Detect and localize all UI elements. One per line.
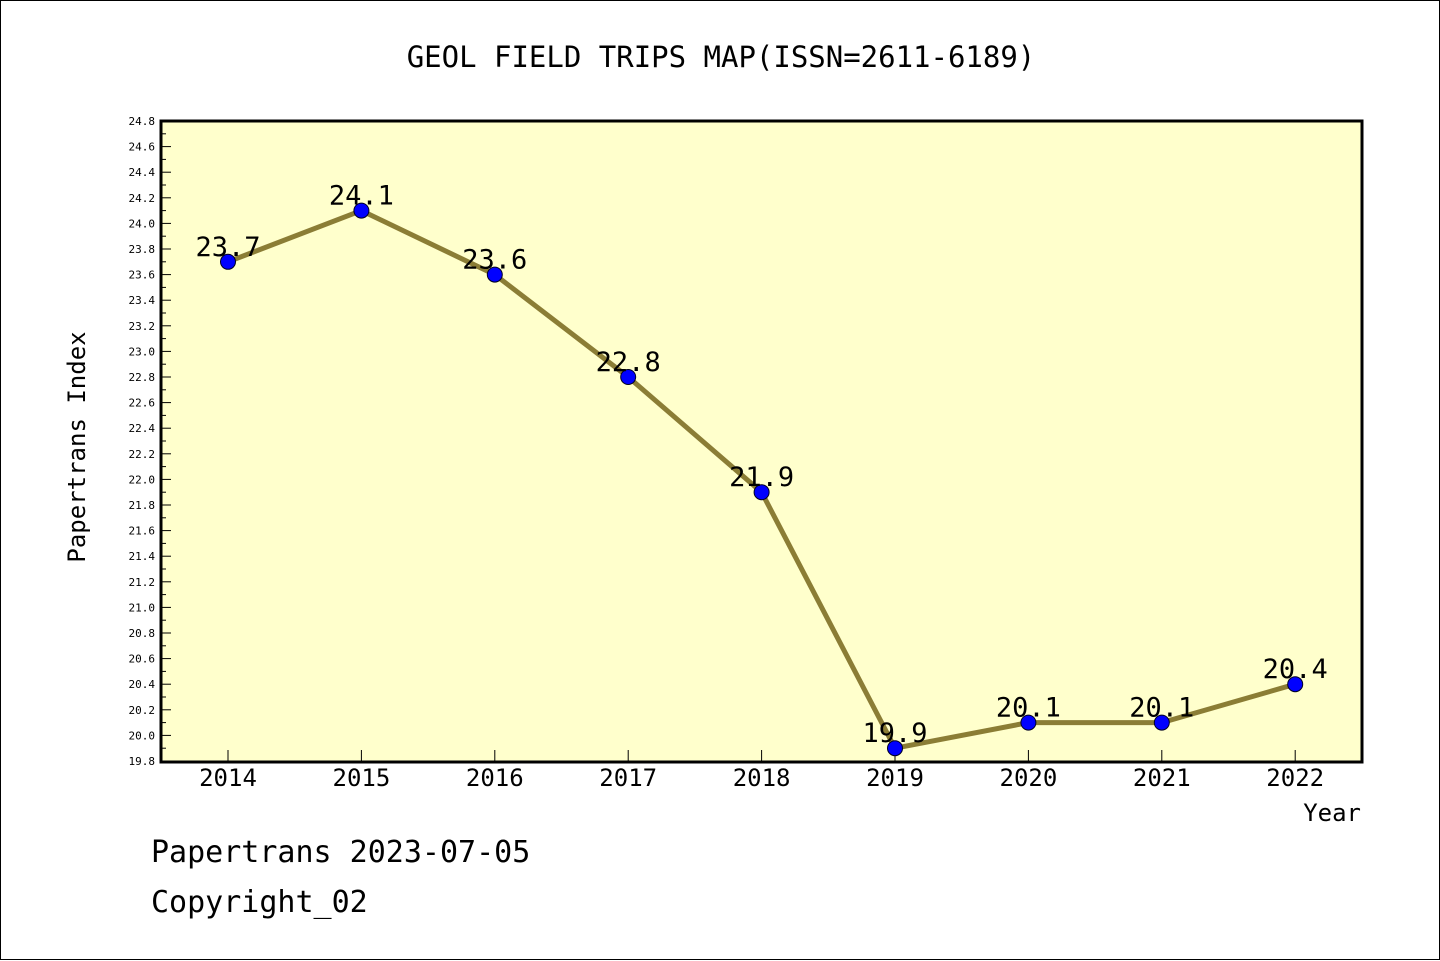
y-tick-label: 21.6 (129, 525, 156, 538)
x-tick-label: 2020 (1000, 764, 1058, 792)
y-tick-label: 22.6 (129, 397, 156, 410)
y-tick-label: 21.8 (129, 499, 156, 512)
y-tick-label: 24.6 (129, 141, 156, 154)
y-tick-label: 22.2 (129, 448, 156, 461)
y-tick-label: 22.0 (129, 473, 156, 486)
data-label: 23.7 (195, 232, 260, 263)
y-tick-label: 20.2 (129, 704, 156, 717)
y-tick-label: 20.4 (129, 678, 156, 691)
data-label: 24.1 (329, 181, 394, 212)
y-tick-label: 22.4 (129, 422, 156, 435)
y-tick-label: 21.0 (129, 601, 156, 614)
data-label: 22.8 (596, 347, 661, 378)
y-tick-label: 20.6 (129, 653, 156, 666)
x-tick-label: 2022 (1266, 764, 1324, 792)
y-axis-label: Papertrans Index (63, 331, 91, 562)
data-point (1153, 714, 1170, 731)
data-markers (220, 202, 1304, 757)
y-tick-label: 24.4 (129, 166, 156, 179)
x-tick-label: 2015 (333, 764, 391, 792)
plot-area (161, 121, 1362, 762)
data-label: 21.9 (729, 462, 794, 493)
y-tick-label: 23.4 (129, 294, 156, 307)
y-tick-label: 21.2 (129, 576, 156, 589)
y-tick-label: 22.8 (129, 371, 156, 384)
data-point (1287, 676, 1304, 693)
data-point (620, 369, 637, 385)
x-tick-label: 2017 (599, 764, 657, 792)
footer-copyright: Copyright_02 (151, 885, 368, 920)
data-point (353, 202, 370, 219)
data-point (887, 740, 903, 757)
data-label: 23.6 (462, 245, 527, 276)
y-tick-label: 19.8 (129, 755, 156, 768)
y-tick-label: 21.4 (129, 550, 156, 563)
x-tick-label: 2021 (1133, 764, 1191, 792)
y-tick-label: 24.8 (129, 115, 156, 128)
y-tick-label: 23.6 (129, 269, 156, 282)
data-label: 20.1 (996, 693, 1061, 724)
data-label: 20.4 (1263, 654, 1328, 685)
x-axis-label: Year (1303, 799, 1361, 827)
y-tick-label: 20.8 (129, 627, 156, 640)
x-tick-label: 2016 (466, 764, 524, 792)
data-point (1020, 714, 1037, 731)
y-tick-label: 20.0 (129, 729, 156, 742)
data-labels: 23.7 24.1 23.6 22.8 21.9 19.9 20.1 20.1 20.4 (195, 181, 1327, 750)
x-tick-label: 2014 (199, 764, 257, 792)
data-point (486, 266, 503, 283)
y-tick-label: 24.2 (129, 192, 156, 205)
chart-title: GEOL FIELD TRIPS MAP(ISSN=2611-6189) (407, 40, 1036, 74)
data-point (220, 253, 236, 270)
x-tick-label: 2019 (866, 764, 924, 792)
x-axis: 2014 2015 2016 2017 2018 2019 2020 2021 2022 (199, 750, 1324, 792)
y-axis: 19.8 20.0 20.2 20.4 20.6 20.8 21.0 21.2 21.4 21.6… (129, 115, 171, 768)
y-tick-label: 24.0 (129, 217, 156, 230)
y-tick-label: 23.2 (129, 320, 156, 333)
y-tick-label: 23.0 (129, 345, 156, 358)
plot-border (159, 119, 1364, 764)
y-tick-label: 23.8 (129, 243, 156, 256)
x-tick-label: 2018 (733, 764, 791, 792)
data-point (753, 484, 770, 501)
data-label: 20.1 (1129, 693, 1194, 724)
data-label: 19.9 (862, 718, 927, 749)
footer-date: Papertrans 2023-07-05 (151, 835, 531, 870)
